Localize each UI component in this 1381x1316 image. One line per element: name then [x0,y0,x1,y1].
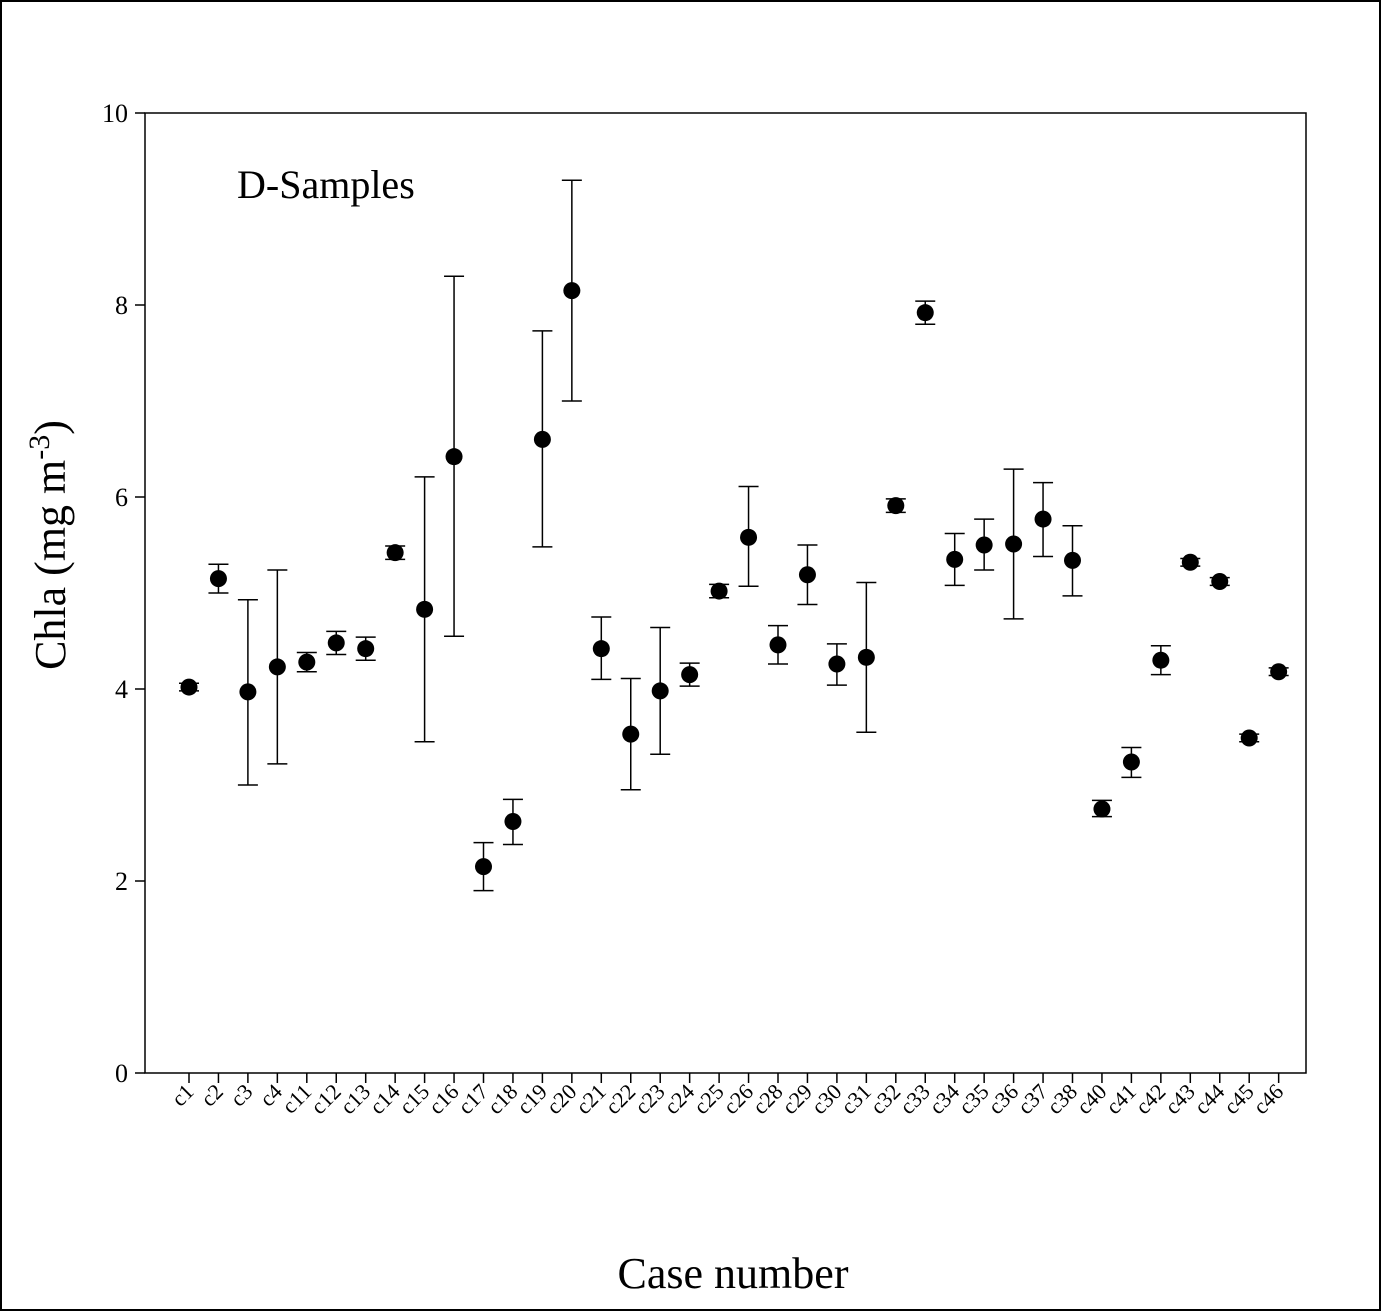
y-tick-label: 4 [115,675,128,704]
data-point-c3 [239,683,257,701]
data-point-c32 [887,497,905,515]
data-point-c4 [268,658,286,676]
data-point-c45 [1240,729,1258,747]
data-point-c42 [1152,651,1170,669]
y-tick-label: 8 [115,291,128,320]
data-point-c30 [828,655,846,673]
data-point-c25 [710,582,728,600]
y-tick-label: 6 [115,483,128,512]
data-point-c44 [1211,572,1229,590]
y-axis-title-superscript: -3 [23,435,56,460]
y-axis-title: Chla (mg m-3) [23,420,75,670]
data-point-c16 [445,448,463,466]
data-point-c34 [946,550,964,568]
data-point-c14 [386,544,404,562]
data-points [180,282,1288,876]
plot-area [144,112,1307,1074]
data-point-c20 [563,282,581,300]
data-point-c17 [475,858,492,876]
data-point-c43 [1181,553,1199,571]
x-axis-title: Case number [618,1249,849,1298]
data-point-c26 [740,528,758,546]
data-point-c38 [1064,551,1081,569]
data-point-c33 [916,304,934,322]
y-tick-label: 10 [102,99,128,128]
data-point-c21 [592,640,610,658]
data-point-c35 [975,536,993,554]
data-point-c36 [1005,535,1023,553]
data-point-c31 [857,648,875,666]
data-point-c2 [209,570,227,588]
data-point-c37 [1034,510,1052,528]
data-point-c15 [416,600,434,618]
chart-annotation: D-Samples [237,162,415,207]
y-axis: 0 2 4 6 8 10 [102,99,145,1088]
data-point-c1 [180,678,198,696]
data-point-c28 [769,636,787,654]
data-point-c11 [298,653,316,671]
y-tick-label: 2 [115,867,128,896]
data-point-c22 [622,725,640,743]
data-point-c23 [651,682,669,700]
y-tick-label: 0 [115,1059,128,1088]
data-point-c18 [504,812,522,830]
data-point-c46 [1270,663,1288,681]
data-point-c24 [681,666,699,684]
y-axis-title-main: Chla (mg m [26,460,75,670]
data-point-c13 [357,640,375,658]
data-point-c41 [1122,753,1140,771]
data-point-c29 [798,566,816,584]
data-point-c12 [327,634,345,652]
data-point-c19 [533,430,551,448]
data-point-c40 [1093,800,1111,818]
y-axis-title-close: ) [26,420,75,435]
